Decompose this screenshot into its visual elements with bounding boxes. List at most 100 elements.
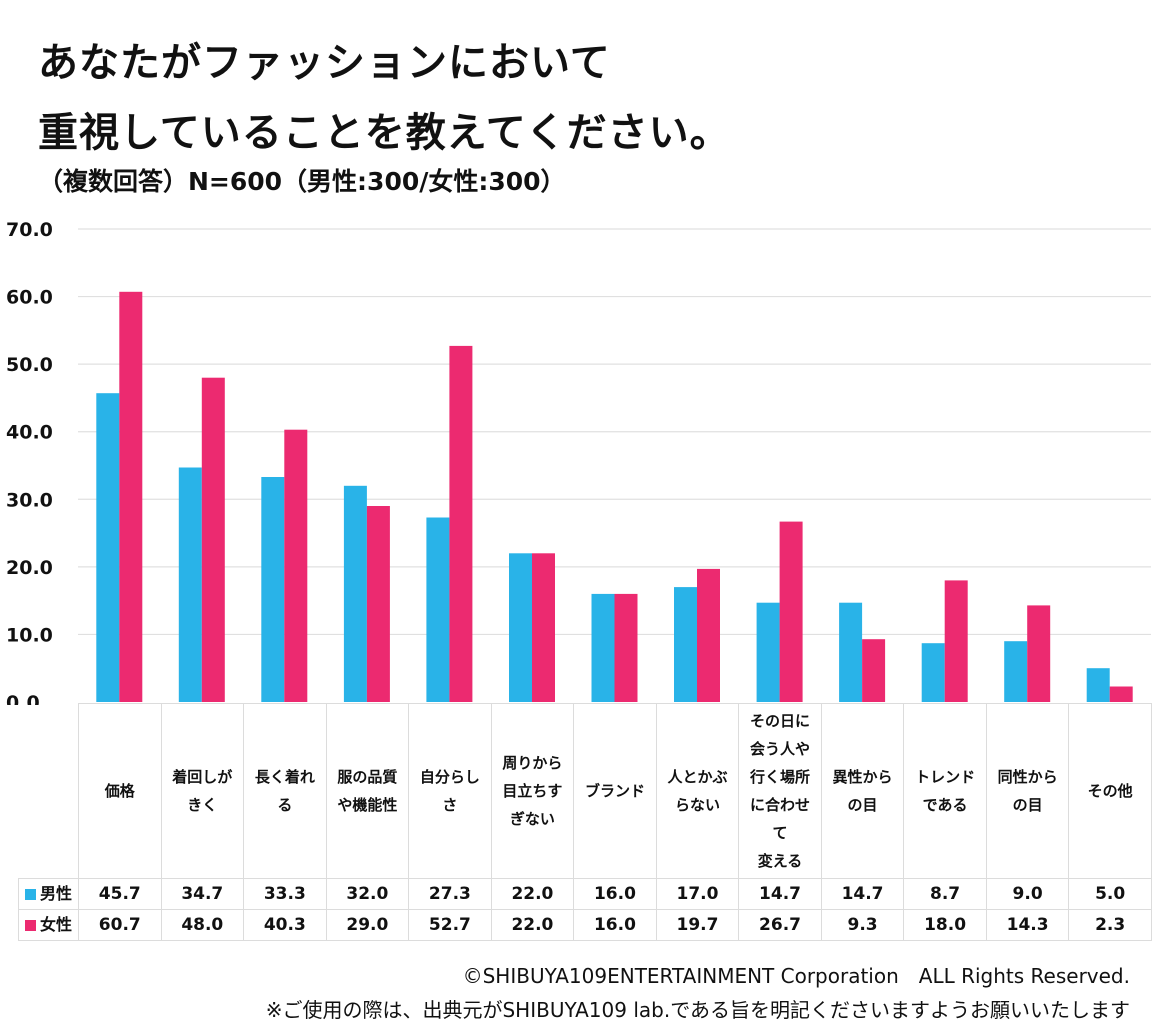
data-label-female: 18.0 bbox=[903, 909, 987, 941]
bar-male bbox=[921, 643, 945, 702]
y-tick-label: 50.0 bbox=[6, 354, 53, 376]
category-label-cell: 服の品質 や機能性 bbox=[325, 703, 410, 879]
table-corner bbox=[18, 703, 79, 879]
category-label-cell: 人とかぶ らない bbox=[655, 703, 740, 879]
bar-chart: 0.0 10.0 20.0 30.0 40.0 50.0 60.0 70.0 bbox=[6, 219, 1151, 705]
category-label-cell: 自分らし さ bbox=[408, 703, 492, 879]
chart-title-line-1: あなたがファッションにおいて bbox=[38, 40, 611, 86]
category-label: 自分らし さ bbox=[419, 768, 480, 814]
category-label: ブランド bbox=[584, 782, 645, 800]
bar-female bbox=[284, 429, 308, 702]
bar-female bbox=[366, 506, 390, 702]
category-label-cell: 周りから 目立ちす ぎない bbox=[490, 703, 575, 879]
bar-male bbox=[509, 553, 532, 702]
category-label-cell: ブランド bbox=[573, 703, 657, 879]
data-label-male: 17.0 bbox=[655, 878, 740, 910]
bar-male bbox=[1086, 668, 1110, 702]
y-tick-label: 30.0 bbox=[6, 489, 53, 511]
data-label-female: 19.7 bbox=[655, 909, 740, 941]
chart-subtitle: （複数回答）N=600（男性:300/女性:300） bbox=[38, 167, 566, 196]
data-label-female: 9.3 bbox=[820, 909, 905, 941]
bar-female bbox=[944, 580, 968, 702]
bars bbox=[96, 291, 1133, 702]
y-tick-label: 0.0 bbox=[6, 692, 40, 705]
data-label-female: 29.0 bbox=[325, 909, 410, 941]
bar-male bbox=[178, 467, 202, 702]
data-label-female: 60.7 bbox=[78, 909, 162, 941]
data-table: 価格 着回しが きく 長く着れ る服の品質 や機能性 自分らし さ周りから 目立ちす … bbox=[18, 703, 1152, 941]
category-label-cell: 同性から の目 bbox=[985, 703, 1070, 879]
category-label-cell: 着回しが きく bbox=[160, 703, 245, 879]
bar-female bbox=[779, 521, 803, 702]
category-label: 異性から の目 bbox=[832, 768, 893, 814]
table-row-female: 女性 60.7 48.0 40.3 29.0 52.7 22.0 16.0 19.7 26.7 9… bbox=[18, 909, 1152, 941]
gridlines bbox=[78, 228, 1151, 636]
copyright-text: ©SHIBUYA109ENTERTAINMENT Corporation ALL… bbox=[462, 964, 1130, 988]
bar-male bbox=[426, 517, 450, 702]
bar-female bbox=[1109, 686, 1133, 702]
legend-label-female: 女性 bbox=[40, 915, 73, 934]
legend-label-male: 男性 bbox=[40, 884, 73, 903]
bar-female bbox=[862, 639, 886, 702]
bar-female bbox=[1027, 605, 1051, 702]
legend-male: 男性 bbox=[18, 878, 79, 910]
data-label-male: 22.0 bbox=[490, 878, 575, 910]
data-label-female: 40.3 bbox=[243, 909, 327, 941]
data-label-female: 48.0 bbox=[160, 909, 245, 941]
category-label-cell: 異性から の目 bbox=[820, 703, 905, 879]
y-tick-label: 20.0 bbox=[6, 557, 53, 579]
category-header-row: 価格 着回しが きく 長く着れ る服の品質 や機能性 自分らし さ周りから 目立ちす … bbox=[18, 703, 1152, 879]
data-label-male: 9.0 bbox=[985, 878, 1070, 910]
bar-female bbox=[449, 345, 473, 702]
bar-male bbox=[591, 593, 615, 702]
category-label: その他 bbox=[1087, 782, 1133, 800]
data-label-female: 22.0 bbox=[490, 909, 575, 941]
data-label-male: 34.7 bbox=[160, 878, 245, 910]
data-label-female: 14.3 bbox=[985, 909, 1070, 941]
data-label-male: 14.7 bbox=[738, 878, 822, 910]
category-label-cell: トレンド である bbox=[903, 703, 987, 879]
data-label-male: 33.3 bbox=[243, 878, 327, 910]
bar-male bbox=[839, 602, 863, 702]
bar-male bbox=[1004, 641, 1028, 702]
bar-male bbox=[756, 602, 780, 702]
table-row-male: 男性 45.7 34.7 33.3 32.0 27.3 22.0 16.0 17.0 14.7 1… bbox=[18, 878, 1152, 910]
data-label-female: 2.3 bbox=[1068, 909, 1152, 941]
category-label: その日に 会う人や 行く場所 に合わせ て 変える bbox=[750, 712, 811, 870]
bar-female bbox=[201, 377, 225, 702]
data-label-male: 8.7 bbox=[903, 878, 987, 910]
category-label: 価格 bbox=[104, 782, 135, 800]
category-label: 着回しが きく bbox=[172, 768, 233, 814]
bar-female bbox=[614, 593, 638, 702]
category-label: 長く着れ る bbox=[254, 768, 315, 814]
data-label-male: 14.7 bbox=[820, 878, 905, 910]
category-label: 同性から の目 bbox=[997, 768, 1058, 814]
usage-notice: ※ご使用の際は、出典元がSHIBUYA109 lab.である旨を明記くださいます… bbox=[265, 998, 1130, 1022]
bar-male bbox=[96, 393, 120, 702]
data-label-male: 27.3 bbox=[408, 878, 492, 910]
bar-female bbox=[697, 568, 720, 702]
bar-male bbox=[343, 485, 367, 702]
bar-female bbox=[532, 553, 555, 702]
category-label-cell: その他 bbox=[1068, 703, 1152, 879]
category-label-cell: その日に 会う人や 行く場所 に合わせ て 変える bbox=[738, 703, 822, 879]
legend-swatch-female bbox=[25, 920, 36, 931]
bar-female bbox=[119, 291, 143, 702]
y-tick-label: 70.0 bbox=[6, 219, 53, 241]
data-label-female: 16.0 bbox=[573, 909, 657, 941]
y-tick-label: 10.0 bbox=[6, 624, 53, 646]
y-tick-label: 40.0 bbox=[6, 422, 53, 444]
data-label-male: 32.0 bbox=[325, 878, 410, 910]
bar-male bbox=[674, 587, 697, 702]
legend-female: 女性 bbox=[18, 909, 79, 941]
category-label: 服の品質 や機能性 bbox=[337, 768, 398, 814]
y-axis-ticks: 0.0 10.0 20.0 30.0 40.0 50.0 60.0 70.0 bbox=[6, 219, 53, 705]
data-label-male: 5.0 bbox=[1068, 878, 1152, 910]
category-label: トレンド である bbox=[915, 768, 976, 814]
category-label: 人とかぶ らない bbox=[667, 768, 728, 814]
chart-title-line-2: 重視していることを教えてください。 bbox=[38, 110, 731, 156]
bar-male bbox=[261, 477, 285, 702]
category-label-cell: 長く着れ る bbox=[243, 703, 327, 879]
legend-swatch-male bbox=[25, 889, 36, 900]
data-label-male: 45.7 bbox=[78, 878, 162, 910]
